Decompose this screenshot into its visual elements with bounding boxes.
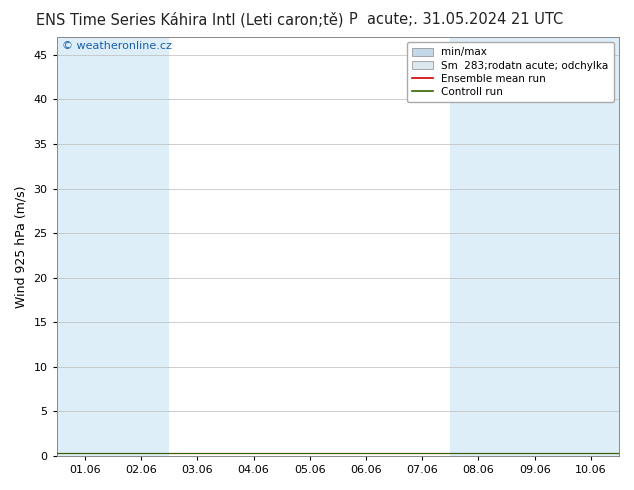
Bar [450,37,507,456]
Bar [563,37,619,456]
Bar [113,37,169,456]
Text: P  acute;. 31.05.2024 21 UTC: P acute;. 31.05.2024 21 UTC [349,12,564,27]
Bar [56,37,113,456]
Bar [507,37,563,456]
Y-axis label: Wind 925 hPa (m/s): Wind 925 hPa (m/s) [15,185,28,308]
Legend: min/max, Sm  283;rodatn acute; odchylka, Ensemble mean run, Controll run: min/max, Sm 283;rodatn acute; odchylka, … [407,42,614,102]
Text: ENS Time Series Káhira Intl (Leti caron;tě): ENS Time Series Káhira Intl (Leti caron;… [36,12,344,28]
Text: © weatheronline.cz: © weatheronline.cz [62,41,172,51]
